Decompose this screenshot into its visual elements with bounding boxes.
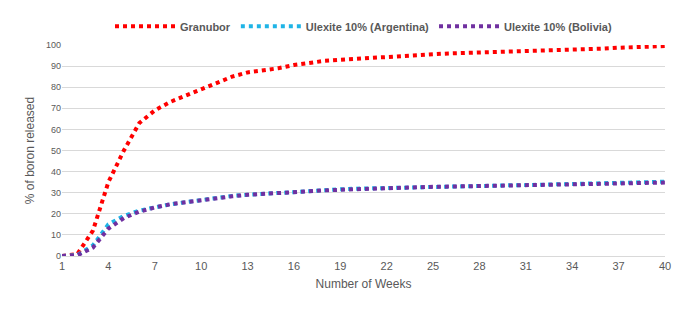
svg-text:40: 40 <box>51 167 61 177</box>
svg-text:50: 50 <box>51 146 61 156</box>
svg-text:20: 20 <box>51 209 61 219</box>
svg-text:100: 100 <box>46 40 61 50</box>
svg-text:Ulexite 10% (Argentina): Ulexite 10% (Argentina) <box>306 21 429 33</box>
svg-text:Granubor: Granubor <box>180 21 231 33</box>
svg-text:0: 0 <box>56 251 61 261</box>
svg-text:37: 37 <box>612 260 624 272</box>
svg-text:25: 25 <box>427 260 439 272</box>
svg-text:1: 1 <box>59 260 65 272</box>
svg-text:28: 28 <box>473 260 485 272</box>
svg-text:16: 16 <box>288 260 300 272</box>
svg-text:7: 7 <box>152 260 158 272</box>
svg-text:30: 30 <box>51 188 61 198</box>
svg-text:90: 90 <box>51 61 61 71</box>
svg-text:60: 60 <box>51 125 61 135</box>
svg-text:40: 40 <box>659 260 671 272</box>
svg-text:80: 80 <box>51 82 61 92</box>
svg-text:% of boron released: % of boron released <box>23 97 37 204</box>
svg-text:22: 22 <box>381 260 393 272</box>
svg-text:13: 13 <box>241 260 253 272</box>
svg-text:34: 34 <box>566 260 578 272</box>
svg-text:Ulexite 10% (Bolivia): Ulexite 10% (Bolivia) <box>504 21 612 33</box>
svg-text:70: 70 <box>51 103 61 113</box>
svg-text:19: 19 <box>334 260 346 272</box>
svg-text:4: 4 <box>105 260 111 272</box>
svg-text:10: 10 <box>195 260 207 272</box>
svg-text:10: 10 <box>51 230 61 240</box>
svg-text:Number of Weeks: Number of Weeks <box>316 277 412 291</box>
svg-text:31: 31 <box>520 260 532 272</box>
